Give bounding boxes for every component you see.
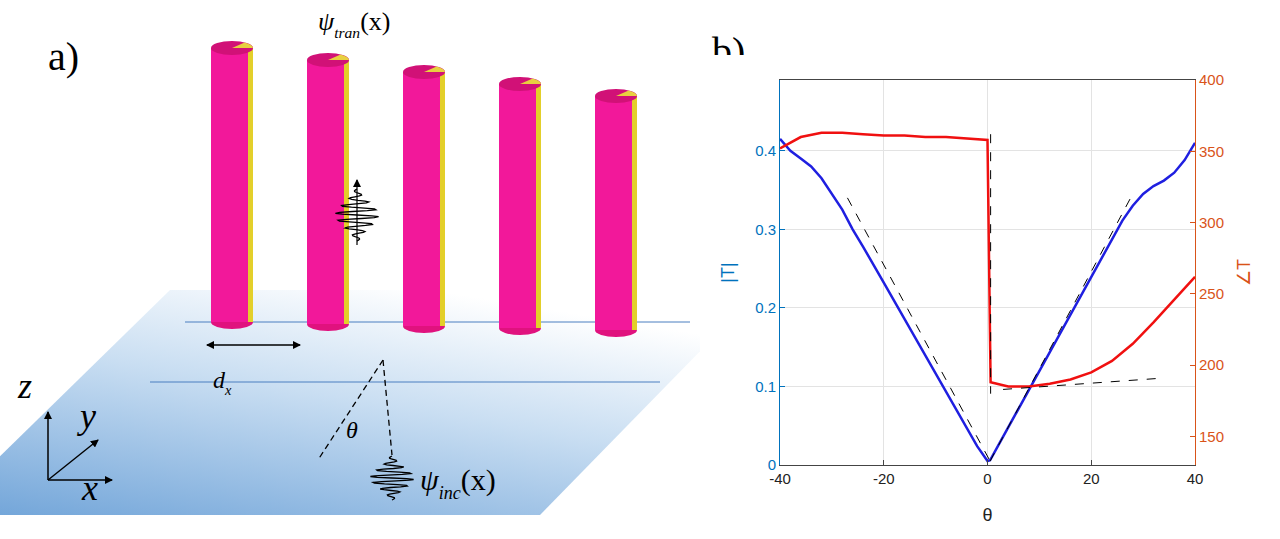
svg-text:dx: dx — [213, 367, 232, 398]
svg-text:|T|: |T| — [718, 262, 738, 282]
svg-text:θ: θ — [982, 505, 992, 525]
svg-text:θ: θ — [346, 417, 358, 443]
svg-text:0.4: 0.4 — [755, 142, 776, 159]
svg-text:z: z — [17, 366, 32, 406]
svg-text:0.1: 0.1 — [755, 378, 776, 395]
svg-text:-20: -20 — [873, 470, 895, 487]
svg-text:300: 300 — [1199, 214, 1224, 231]
svg-text:a): a) — [48, 34, 79, 79]
svg-text:400: 400 — [1199, 71, 1224, 88]
svg-text:20: 20 — [1083, 470, 1100, 487]
svg-text:350: 350 — [1199, 143, 1224, 160]
svg-text:y: y — [77, 396, 96, 436]
svg-text:0: 0 — [768, 456, 776, 473]
svg-text:40: 40 — [1187, 470, 1204, 487]
svg-text:200: 200 — [1199, 356, 1224, 373]
svg-text:0.3: 0.3 — [755, 221, 776, 238]
svg-text:0.2: 0.2 — [755, 299, 776, 316]
svg-text:∠T: ∠T — [1234, 259, 1254, 286]
svg-text:x: x — [81, 468, 98, 508]
svg-text:ψtran(x): ψtran(x) — [318, 7, 390, 41]
html-text:b): b) — [712, 29, 746, 74]
svg-text:150: 150 — [1199, 428, 1224, 445]
svg-text:-40: -40 — [769, 470, 791, 487]
svg-text:0: 0 — [983, 470, 991, 487]
svg-text:250: 250 — [1199, 285, 1224, 302]
svg-text:ψinc(x): ψinc(x) — [420, 463, 496, 503]
